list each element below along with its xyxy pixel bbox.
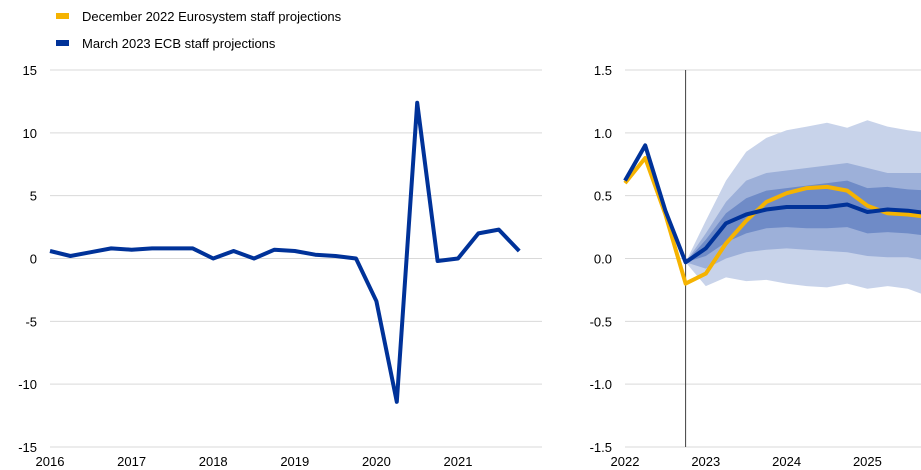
y-tick-label: 5 bbox=[30, 189, 37, 204]
series-line-march bbox=[49, 100, 521, 404]
y-tick-label: 1.0 bbox=[594, 126, 612, 141]
y-tick-label: 0 bbox=[30, 252, 37, 267]
legend-label-march: March 2023 ECB staff projections bbox=[82, 36, 276, 51]
x-tick-label: 2020 bbox=[362, 454, 391, 469]
x-tick-label: 2016 bbox=[36, 454, 65, 469]
y-tick-label: -1.5 bbox=[590, 440, 612, 455]
y-tick-label: 0.5 bbox=[594, 189, 612, 204]
y-tick-label: -5 bbox=[25, 314, 37, 329]
y-tick-label: -1.0 bbox=[590, 377, 612, 392]
x-tick-label: 2017 bbox=[117, 454, 146, 469]
x-tick-label: 2018 bbox=[199, 454, 228, 469]
legend-item-march: March 2023 ECB staff projections bbox=[56, 36, 276, 51]
x-tick-label: 2021 bbox=[444, 454, 473, 469]
y-tick-label: 0.0 bbox=[594, 252, 612, 267]
y-tick-label: 15 bbox=[23, 63, 37, 78]
x-tick-label: 2022 bbox=[611, 454, 640, 469]
series-line-march bbox=[623, 143, 921, 265]
x-tick-label: 2025 bbox=[853, 454, 882, 469]
x-tick-label: 2024 bbox=[772, 454, 801, 469]
x-tick-label: 2019 bbox=[280, 454, 309, 469]
y-tick-label: 1.5 bbox=[594, 63, 612, 78]
legend: December 2022 Eurosystem staff projectio… bbox=[56, 9, 342, 51]
legend-label-december: December 2022 Eurosystem staff projectio… bbox=[82, 9, 342, 24]
y-tick-label: -15 bbox=[18, 440, 37, 455]
y-tick-label: -0.5 bbox=[590, 314, 612, 329]
y-tick-label: -10 bbox=[18, 377, 37, 392]
legend-item-december: December 2022 Eurosystem staff projectio… bbox=[56, 9, 342, 24]
y-tick-label: 10 bbox=[23, 126, 37, 141]
x-tick-label: 2023 bbox=[691, 454, 720, 469]
legend-swatch-march bbox=[56, 40, 69, 46]
legend-swatch-december bbox=[56, 13, 69, 19]
